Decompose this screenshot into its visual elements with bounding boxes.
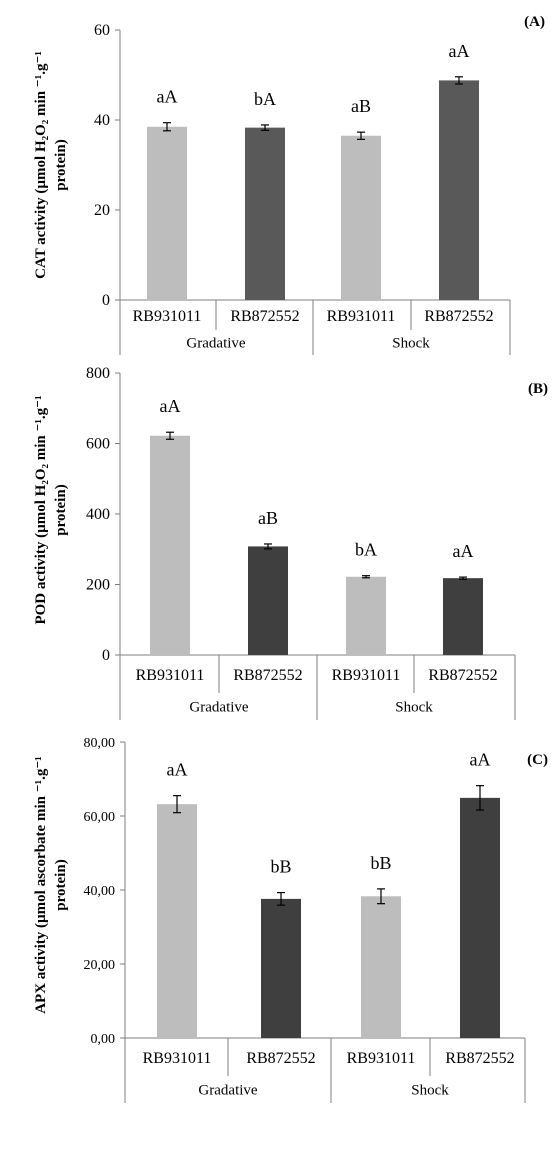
category-label: RB872552 (246, 1050, 315, 1067)
y-tick-label: 0 (102, 647, 110, 664)
category-label: RB872552 (424, 308, 493, 325)
y-tick-label: 400 (86, 506, 110, 523)
panel-label: (B) (528, 381, 548, 397)
y-tick-label: 40 (94, 112, 110, 129)
category-label: RB931011 (143, 1050, 212, 1067)
y-axis-label: protein) (53, 139, 69, 190)
y-tick-label: 60 (94, 22, 110, 39)
group-label: Shock (392, 336, 430, 352)
panel-label: (A) (524, 14, 545, 30)
bar-label: aB (351, 96, 371, 116)
y-tick-label: 80,00 (84, 736, 116, 751)
y-tick-label: 600 (86, 436, 110, 453)
y-axis-label: POD activity (µmol H₂O₂ min ⁻¹.g⁻¹ (33, 395, 49, 624)
bar (248, 546, 288, 655)
y-tick-label: 20 (94, 202, 110, 219)
bar-label: aA (449, 41, 470, 61)
y-tick-label: 800 (86, 365, 110, 382)
category-label: RB931011 (136, 667, 205, 684)
bar-label: aA (167, 760, 188, 780)
category-label: RB872552 (445, 1050, 514, 1067)
bar (460, 797, 500, 1038)
bar (439, 80, 479, 301)
bar (147, 126, 187, 300)
bar (245, 127, 285, 301)
bar (346, 576, 386, 655)
y-tick-label: 20,00 (84, 958, 116, 973)
y-axis-label: CAT activity (µmol H₂O₂ min ⁻¹.g⁻¹ (33, 51, 49, 279)
y-tick-label: 60,00 (84, 810, 116, 825)
y-tick-label: 0 (102, 292, 110, 309)
bar-label: aB (258, 508, 278, 528)
bar (361, 896, 401, 1038)
y-axis-label: APX activity (µmol ascorbate min ⁻¹.g⁻¹ (33, 756, 49, 1014)
group-label: Gradative (189, 700, 248, 716)
category-label: RB931011 (347, 1050, 416, 1067)
bar (341, 135, 381, 300)
category-label: RB931011 (133, 308, 202, 325)
bar-label: bB (370, 853, 391, 873)
group-label: Gradative (186, 336, 245, 352)
category-label: RB931011 (332, 667, 401, 684)
bar-label: aA (160, 396, 181, 416)
category-label: RB872552 (428, 667, 497, 684)
bar-label: bA (254, 89, 276, 109)
bar-label: aA (453, 541, 474, 561)
y-axis-label: protein) (53, 859, 69, 910)
y-tick-label: 0,00 (91, 1032, 116, 1047)
bar-label: aA (157, 87, 178, 107)
bar-label: bB (270, 857, 291, 877)
category-label: RB931011 (327, 308, 396, 325)
chart-panel-2: 0 200 400 600 800 aA RB931011 aB RB872552 bA RB931… (33, 365, 548, 720)
group-label: Gradative (198, 1083, 257, 1099)
bar (150, 435, 190, 655)
category-label: RB872552 (230, 308, 299, 325)
bar (157, 804, 197, 1038)
bar-label: bA (355, 540, 377, 560)
panel-label: (C) (527, 752, 548, 768)
group-label: Shock (411, 1083, 449, 1099)
y-tick-label: 40,00 (84, 884, 116, 899)
bar (261, 898, 301, 1038)
bar-label: aA (470, 750, 491, 770)
y-axis-label: protein) (53, 484, 69, 535)
bar (443, 578, 483, 655)
group-label: Shock (395, 700, 433, 716)
chart-panel-3: 0,00 20,00 40,00 60,00 80,00 aA RB931011 bB RB87… (33, 736, 548, 1103)
chart-panel-1: 0 20 40 60 aA RB931011 bA RB872552 aB RB931011 aA R… (33, 14, 545, 355)
category-label: RB872552 (233, 667, 302, 684)
y-tick-label: 200 (86, 577, 110, 594)
